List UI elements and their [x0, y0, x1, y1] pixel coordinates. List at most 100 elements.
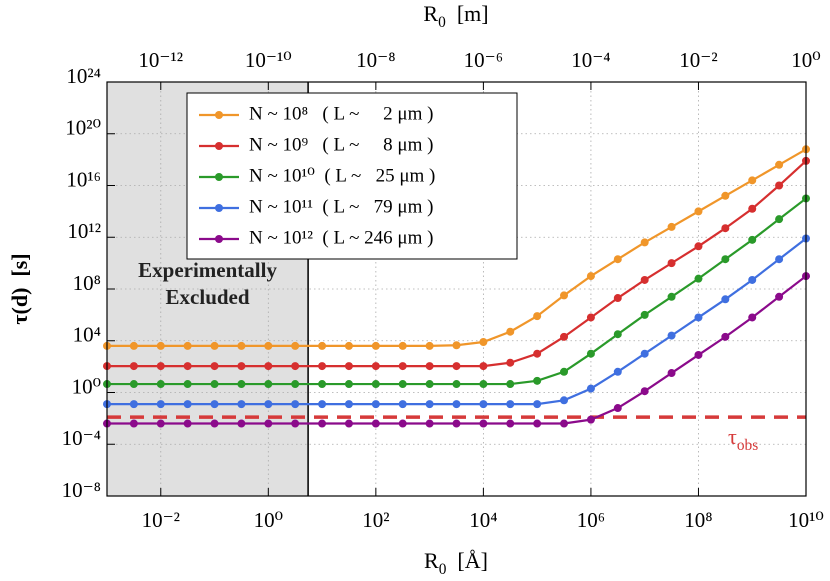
data-point — [560, 332, 569, 341]
legend-label: N ~ 10¹⁰ ( L ~ 25 μm ) — [249, 165, 435, 186]
data-point — [479, 338, 488, 347]
x2-tick-label: 10⁻¹² — [138, 48, 183, 72]
x2-tick-label: 10⁰ — [791, 48, 820, 72]
data-point — [398, 380, 407, 389]
data-point — [721, 295, 730, 304]
data-point — [318, 400, 327, 409]
data-point — [183, 419, 192, 428]
data-point — [533, 400, 542, 409]
data-point — [586, 415, 595, 424]
data-point — [452, 380, 461, 389]
y-tick-label: 10⁴ — [73, 323, 101, 347]
y-tick-label: 10⁻⁸ — [62, 478, 101, 502]
x2-tick-label: 10⁻⁸ — [356, 48, 395, 72]
x-tick-label: 10⁰ — [254, 508, 283, 532]
data-point — [586, 272, 595, 281]
x-tick-label: 10⁴ — [469, 508, 497, 532]
data-point — [613, 294, 622, 303]
data-point — [506, 358, 515, 367]
data-point — [398, 341, 407, 350]
data-point — [344, 400, 353, 409]
data-point — [586, 349, 595, 358]
data-point — [479, 400, 488, 409]
legend-marker — [215, 111, 223, 119]
data-point — [210, 380, 219, 389]
data-point — [452, 341, 461, 350]
x2-tick-label: 10⁻⁶ — [464, 48, 503, 72]
reference-label: τobs — [728, 424, 758, 453]
data-point — [694, 274, 703, 283]
data-point — [506, 419, 515, 428]
data-point — [694, 350, 703, 359]
data-point — [640, 275, 649, 284]
data-point — [264, 419, 273, 428]
data-point — [694, 207, 703, 216]
data-point — [291, 419, 300, 428]
data-point — [694, 313, 703, 322]
data-point — [237, 380, 246, 389]
data-point — [210, 362, 219, 371]
x-tick-label: 10¹⁰ — [788, 508, 824, 532]
region-label: Experimentally — [138, 258, 277, 282]
y-tick-label: 10²⁴ — [66, 64, 101, 88]
data-point — [344, 380, 353, 389]
data-point — [640, 310, 649, 319]
legend-label: N ~ 10⁸ ( L ~ 2 μm ) — [249, 103, 433, 124]
data-point — [694, 242, 703, 251]
y-tick-label: 10⁰ — [72, 374, 101, 398]
data-point — [506, 380, 515, 389]
x-tick-label: 10⁻² — [142, 508, 180, 532]
x2-tick-label: 10⁻² — [679, 48, 717, 72]
data-point — [613, 404, 622, 413]
data-point — [748, 275, 757, 284]
data-point — [613, 330, 622, 339]
data-point — [129, 380, 138, 389]
data-point — [640, 387, 649, 396]
data-point — [748, 313, 757, 322]
data-point — [183, 341, 192, 350]
data-point — [721, 255, 730, 264]
data-point — [156, 400, 165, 409]
y-tick-label: 10²⁰ — [65, 116, 101, 140]
data-point — [533, 312, 542, 321]
data-point — [425, 380, 434, 389]
data-point — [613, 367, 622, 376]
data-point — [775, 160, 784, 169]
y-tick-label: 10⁸ — [73, 271, 101, 295]
data-point — [210, 400, 219, 409]
y-tick-label: 10¹² — [67, 219, 101, 243]
data-point — [371, 419, 380, 428]
data-point — [452, 400, 461, 409]
data-point — [264, 380, 273, 389]
data-point — [560, 291, 569, 300]
data-point — [479, 419, 488, 428]
data-point — [425, 362, 434, 371]
data-point — [210, 419, 219, 428]
data-point — [156, 362, 165, 371]
data-point — [748, 235, 757, 244]
x2-tick-label: 10⁻¹⁰ — [245, 48, 292, 72]
data-point — [291, 362, 300, 371]
data-point — [667, 222, 676, 231]
y-tick-label: 10¹⁶ — [66, 167, 101, 191]
data-point — [775, 181, 784, 190]
data-point — [371, 400, 380, 409]
legend-marker — [215, 173, 223, 181]
data-point — [183, 362, 192, 371]
data-point — [398, 419, 407, 428]
data-point — [667, 369, 676, 378]
data-point — [371, 341, 380, 350]
data-point — [129, 400, 138, 409]
data-point — [506, 327, 515, 336]
data-point — [721, 191, 730, 200]
data-point — [318, 380, 327, 389]
y-tick-label: 10⁻⁴ — [62, 426, 101, 450]
x-tick-label: 10² — [362, 508, 389, 532]
data-point — [748, 176, 757, 185]
data-point — [344, 419, 353, 428]
data-point — [775, 255, 784, 264]
data-point — [156, 419, 165, 428]
data-point — [129, 341, 138, 350]
data-point — [425, 341, 434, 350]
y-axis-label: τ(d) [s] — [7, 253, 32, 324]
